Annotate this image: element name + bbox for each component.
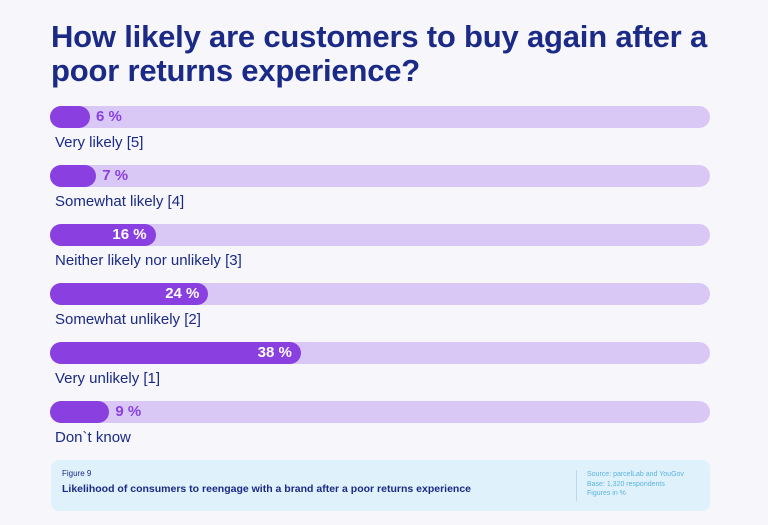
figure-number: Figure 9 [62,469,92,478]
bar-category-label: Very unlikely [1] [55,370,161,387]
bar-track [50,165,710,187]
bar-fill [50,283,209,305]
bar-track [50,401,710,423]
source-info: Source: parcelLab and YouGov Base: 1,320… [587,470,684,499]
bar-row: 6 % Very likely [5] [50,106,710,162]
bar-track [50,224,710,246]
bar-fill [50,401,110,423]
bar-track [50,106,710,128]
bar-category-label: Somewhat unlikely [2] [55,311,201,328]
bar-category-label: Don`t know [55,429,131,446]
bar-fill [50,165,97,187]
bar-row: 24 % Somewhat unlikely [2] [50,283,710,339]
bar-category-label: Neither likely nor unlikely [3] [55,252,242,269]
bar-fill [50,342,301,364]
bar-row: 16 % Neither likely nor unlikely [3] [50,224,710,280]
bar-fill [50,224,156,246]
bar-fill [50,106,90,128]
bar-category-label: Somewhat likely [4] [55,193,185,210]
bar-row: 38 % Very unlikely [1] [50,342,710,398]
bar-value-label: 6 % [96,108,122,125]
bar-value-label: 7 % [102,167,129,184]
figures-text: Figures in % [587,490,626,497]
bar-category-label: Very likely [5] [55,134,144,151]
bar-track [50,283,710,305]
bar-value-label: 9 % [115,403,142,420]
footer-divider [576,470,577,501]
figure-caption: Likelihood of consumers to reengage with… [62,483,472,495]
bar-value-label: 24 % [165,285,200,302]
bar-row: 9 % Don`t know [50,401,710,457]
base-text: Base: 1,320 respondents [587,480,665,488]
chart-title: How likely are customers to buy again af… [51,19,708,88]
bar-value-label: 16 % [112,226,147,243]
bar-row: 7 % Somewhat likely [4] [50,165,710,221]
bar-value-label: 38 % [257,344,292,361]
source-text: Source: parcelLab and YouGov [587,471,684,478]
figure-caption-box: Figure 9 Likelihood of consumers to reen… [51,460,710,511]
